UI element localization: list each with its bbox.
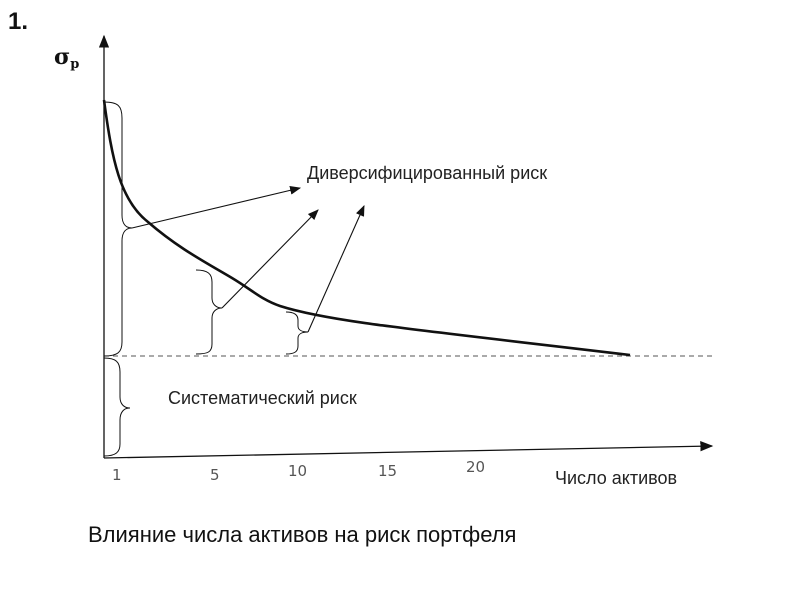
portfolio-risk-curve: [102, 99, 631, 357]
slide-number: 1.: [8, 8, 29, 35]
brace-systematic: [103, 357, 131, 457]
x-tick-1: 1: [112, 466, 122, 484]
y-axis-symbol: σ: [54, 44, 71, 70]
x-axis-title: Число активов: [555, 468, 678, 488]
x-tick-20: 20: [466, 458, 486, 476]
x-axis: [103, 441, 714, 459]
x-tick-5: 5: [210, 466, 220, 484]
y-axis-label: σp: [54, 44, 79, 72]
arrow-diversified-3: [307, 204, 365, 333]
arrow-diversified-1: [131, 186, 302, 229]
brace-at-10-assets: [285, 311, 309, 355]
x-tick-10: 10: [288, 462, 308, 480]
figure-caption: Влияние числа активов на риск портфеля: [88, 522, 517, 547]
diversified-risk-label: Диверсифицированный риск: [307, 163, 548, 183]
x-tick-15: 15: [378, 462, 398, 480]
arrow-diversified-2: [221, 209, 319, 309]
y-axis-subscript: p: [70, 57, 80, 72]
brace-at-5-assets: [195, 269, 223, 355]
brace-diversified-total: [103, 101, 133, 357]
systematic-risk-label: Систематический риск: [168, 388, 357, 408]
